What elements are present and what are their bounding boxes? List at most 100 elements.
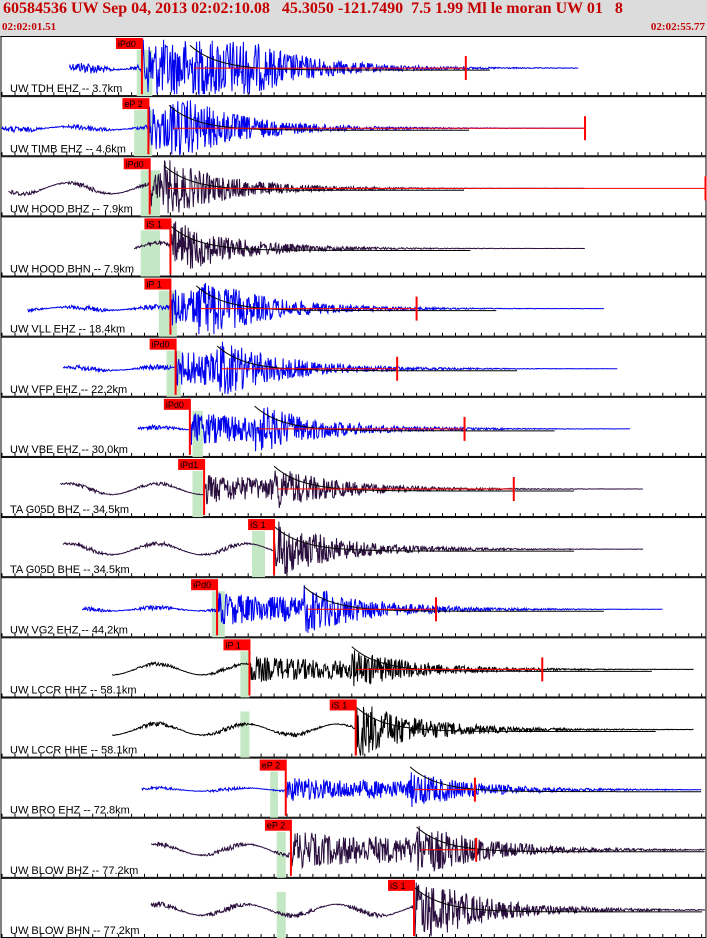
waveform-trace (150, 826, 706, 872)
pick-window (240, 651, 250, 698)
waveform-trace (150, 882, 706, 938)
waveform-trace (111, 650, 694, 687)
station-label: UW VG2 EHZ -- 44.2km (10, 624, 128, 636)
pick-label-box (223, 639, 250, 651)
time-ticks (1, 934, 703, 937)
pick-label-box (122, 98, 149, 110)
time-ticks (1, 693, 703, 697)
coda-curve (216, 345, 518, 372)
header-bar: 60584536 UW Sep 04, 2013 02:02:10.08 45.… (0, 0, 707, 37)
time-ticks (1, 392, 703, 396)
trace-frame (0, 577, 707, 638)
time-ticks (1, 753, 703, 757)
coda-curve (409, 766, 702, 793)
event-title: 60584536 UW Sep 04, 2013 02:02:10.08 45.… (3, 0, 623, 17)
pick-label-box (178, 458, 205, 470)
time-ticks (1, 513, 703, 517)
coda-curve (351, 646, 652, 672)
station-label: UW VFP EHZ -- 22.2km (10, 384, 127, 396)
time-ticks (1, 873, 703, 877)
trace-frame (0, 757, 707, 818)
pick-label-box (259, 759, 286, 771)
start-time-label: 02:02:01.51 (2, 21, 57, 33)
trace-frame (0, 36, 707, 97)
trace-frame (0, 336, 707, 397)
trace-frame (0, 817, 707, 878)
station-label: UW VBE EHZ -- 30.0km (10, 444, 128, 456)
pick-window (140, 230, 161, 277)
pick-label: iPd0 (126, 159, 144, 169)
pick-label-box (191, 579, 218, 591)
waveform-trace (133, 220, 585, 269)
pick-label: iPd0 (152, 340, 170, 350)
station-label: UW TDH EHZ -- 3.7km (10, 83, 122, 95)
pick-label: iS 1 (390, 881, 406, 891)
pick-window (158, 290, 177, 337)
coda-curve (303, 586, 604, 612)
trace-frame (0, 276, 707, 337)
pick-label: iS 1 (250, 520, 266, 530)
waveform-trace (60, 470, 643, 509)
pick-label-box (115, 38, 142, 49)
time-ticks (1, 452, 703, 456)
station-label: UW HOOD BHZ -- 7.9km (10, 203, 133, 215)
trace-frame (0, 396, 707, 457)
station-label: UW BLOW BHZ -- 77.2km (10, 865, 138, 877)
end-time-label: 02:02:55.77 (650, 21, 705, 33)
pick-label-box (163, 398, 190, 410)
coda-curve (168, 105, 470, 131)
station-label: TA G05D BHE -- 34.5km (10, 564, 130, 576)
station-label: UW BLOW BHN -- 77.2km (10, 925, 140, 937)
station-label: UW TIMB EHZ -- 4.6km (10, 143, 126, 155)
pick-label-box (144, 278, 171, 290)
coda-curve (273, 526, 575, 552)
pick-label: eP 2 (124, 99, 142, 109)
trace-frame (0, 216, 707, 277)
pick-label: iP 1 (225, 640, 240, 650)
waveform-trace (68, 39, 579, 96)
station-label: UW LCCR HHZ -- 58.1km (10, 684, 137, 696)
pick-window (240, 711, 250, 758)
pick-window (270, 771, 278, 818)
trace-frame (0, 637, 707, 698)
coda-curve (189, 44, 490, 71)
pick-window (276, 831, 286, 878)
station-label: UW VLL EHZ -- 18.4km (10, 324, 125, 336)
pick-label: eP 2 (262, 761, 280, 771)
coda-curve (413, 886, 702, 913)
time-ticks (1, 813, 703, 817)
coda-curve (195, 285, 497, 312)
pick-label-box (264, 819, 291, 831)
station-label: UW HOOD BHN -- 7.9km (10, 264, 134, 276)
time-ticks (1, 633, 703, 637)
pick-label: iS 1 (146, 219, 162, 229)
pick-label: iPd0 (193, 580, 211, 590)
pick-label-box (329, 699, 356, 711)
waveform-trace (27, 282, 604, 335)
coda-curve (273, 465, 575, 492)
pick-label: iPd0 (166, 400, 184, 410)
coda-curve (163, 165, 464, 191)
pick-label: iP 1 (146, 280, 161, 290)
trace-frame (0, 517, 707, 578)
waveform-trace (111, 703, 694, 756)
pick-label-box (388, 879, 415, 891)
waveform-trace (62, 521, 644, 575)
station-label: TA G05D BHZ -- 34.5km (10, 504, 129, 516)
pick-label-box (149, 338, 176, 350)
trace-frame (0, 456, 707, 518)
coda-curve (254, 405, 555, 432)
pick-window (166, 350, 181, 397)
time-ticks (1, 152, 703, 156)
pick-window (252, 531, 266, 578)
time-ticks (1, 332, 703, 336)
pick-label-box (144, 218, 171, 230)
pick-label: iS 1 (332, 700, 348, 710)
station-label: UW LCCR HHE -- 58.1km (10, 745, 137, 757)
trace-frame (0, 697, 707, 758)
trace-frame (0, 96, 707, 157)
coda-curve (355, 706, 656, 732)
station-label: UW BRO EHZ -- 72.8km (10, 805, 130, 817)
waveform-trace (141, 772, 702, 808)
